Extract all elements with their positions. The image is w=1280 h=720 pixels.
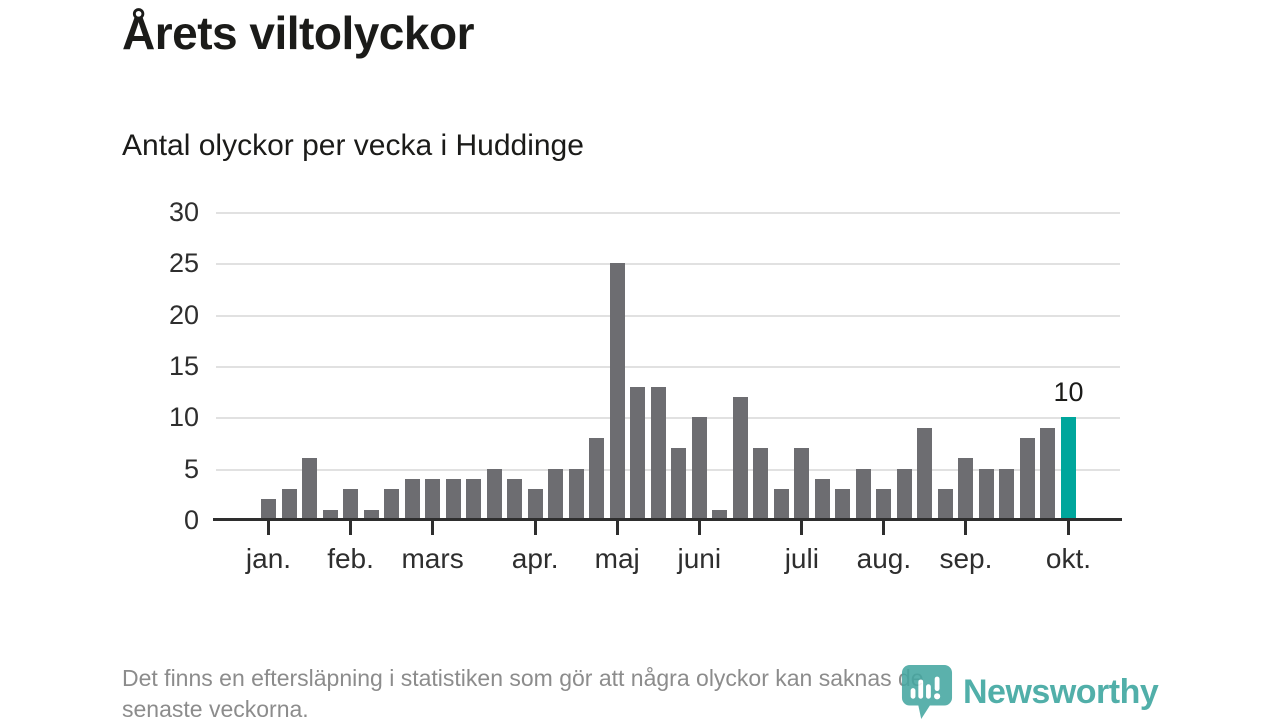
newsworthy-logo-text: Newsworthy xyxy=(963,672,1159,711)
bar-highlighted xyxy=(1061,417,1076,520)
bar-week-5 xyxy=(343,489,359,520)
footer-line-2: senaste veckorna. xyxy=(122,696,309,720)
bar-week-34 xyxy=(937,489,953,520)
x-tick-label: apr. xyxy=(511,543,559,574)
bar-week-3 xyxy=(302,458,318,520)
x-axis-line xyxy=(213,518,1122,521)
bar-week-21 xyxy=(671,448,687,520)
x-tick-label: sep. xyxy=(939,543,993,574)
gridline xyxy=(216,468,1120,471)
x-tick-label: okt. xyxy=(1045,543,1092,574)
bar-week-38 xyxy=(1019,437,1035,520)
bar-week-6 xyxy=(363,509,379,520)
bar-week-37 xyxy=(999,468,1015,520)
x-tick xyxy=(349,521,353,535)
y-tick-label: 10 xyxy=(168,402,199,433)
y-tick-label: 20 xyxy=(168,299,199,330)
x-tick-label: aug. xyxy=(856,543,912,574)
bar-week-7 xyxy=(384,489,400,520)
bar-week-39 xyxy=(1040,427,1056,520)
x-tick-label: jan. xyxy=(245,543,292,574)
x-tick xyxy=(615,521,619,535)
bar-week-32 xyxy=(896,468,912,520)
bar-week-25 xyxy=(753,448,769,520)
bar-week-8 xyxy=(404,478,420,520)
y-tick-label: 25 xyxy=(168,248,199,279)
x-tick xyxy=(882,521,886,535)
newsworthy-logo: Newsworthy xyxy=(901,664,1159,720)
x-tick-label: juli xyxy=(784,543,819,574)
x-tick-label: juni xyxy=(677,543,722,574)
newsworthy-pin-icon xyxy=(901,665,953,719)
bar-week-11 xyxy=(466,478,482,520)
chart-subtitle: Antal olyckor per vecka i Huddinge xyxy=(122,129,584,162)
x-tick xyxy=(1067,521,1070,535)
bar-week-26 xyxy=(773,489,789,520)
bar-week-15 xyxy=(548,468,564,520)
page-title: Årets viltolyckor xyxy=(122,7,474,59)
bar-week-22 xyxy=(691,417,707,520)
bar-week-33 xyxy=(917,427,933,520)
bar-week-30 xyxy=(855,468,871,520)
bar-week-31 xyxy=(876,489,892,520)
bar-week-1 xyxy=(261,499,276,520)
x-tick xyxy=(267,521,270,535)
bar-week-9 xyxy=(425,478,441,520)
x-tick xyxy=(964,521,968,535)
x-tick xyxy=(697,521,701,535)
bar-week-2 xyxy=(281,489,297,520)
gridline xyxy=(216,366,1120,368)
bar-week-13 xyxy=(507,478,523,520)
footer-note: Det finns en eftersläpning i statistiken… xyxy=(122,663,924,720)
bar-week-28 xyxy=(814,478,830,520)
bar-week-23 xyxy=(712,509,728,520)
gridline xyxy=(216,314,1120,317)
bar-week-17 xyxy=(589,437,605,520)
bar-week-24 xyxy=(732,396,748,520)
x-tick xyxy=(431,521,435,535)
bar-week-10 xyxy=(445,478,461,520)
x-tick-label: feb. xyxy=(327,543,374,574)
plot-area xyxy=(216,212,1120,520)
x-tick xyxy=(800,521,804,535)
bar-week-18 xyxy=(609,263,625,520)
gridline xyxy=(216,212,1120,214)
gridline xyxy=(216,263,1120,266)
bar-week-36 xyxy=(978,468,994,520)
bar-week-16 xyxy=(568,468,584,520)
bar-week-19 xyxy=(630,386,646,520)
y-tick-label: 30 xyxy=(168,197,199,227)
y-tick-label: 0 xyxy=(183,505,199,535)
gridline xyxy=(216,417,1120,420)
y-tick-label: 5 xyxy=(183,453,199,484)
bar-week-27 xyxy=(794,448,810,520)
bar-week-35 xyxy=(958,458,974,520)
footer-line-1: Det finns en eftersläpning i statistiken… xyxy=(122,665,924,691)
x-tick xyxy=(533,521,537,535)
x-tick-label: maj xyxy=(594,543,640,574)
x-tick-label: mars xyxy=(401,543,464,574)
bar-week-4 xyxy=(322,509,338,520)
y-tick-label: 15 xyxy=(168,351,199,381)
bar-value-label: 10 xyxy=(1053,377,1084,407)
bar-week-29 xyxy=(835,489,851,520)
bar-week-12 xyxy=(486,468,502,520)
bar-week-14 xyxy=(527,489,543,520)
bar-week-20 xyxy=(650,386,666,520)
